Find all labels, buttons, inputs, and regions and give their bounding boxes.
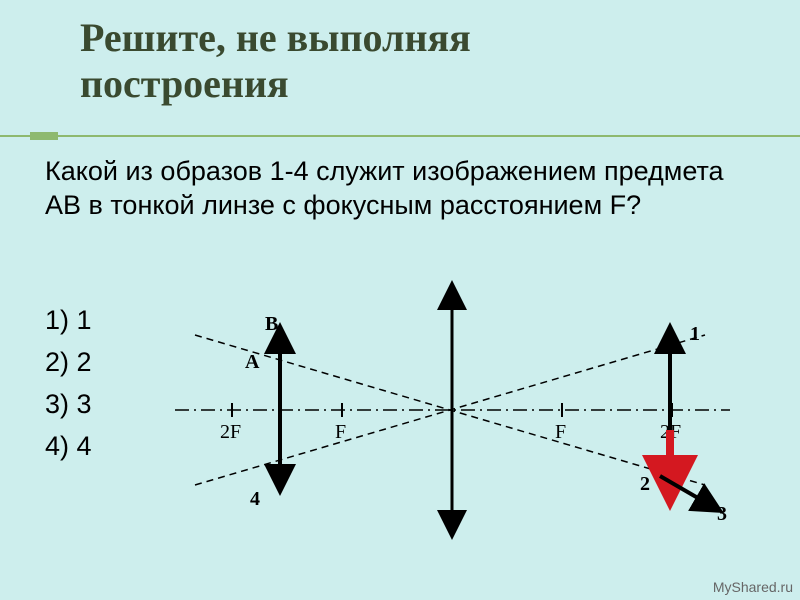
arrow-3 [660, 476, 710, 505]
label-2F-left: 2F [220, 421, 241, 443]
footer-suffix: .ru [777, 579, 793, 595]
label-A: A [245, 351, 260, 373]
label-F-left: F [335, 421, 346, 443]
option-4: 4) 4 [45, 426, 92, 468]
label-4: 4 [250, 488, 260, 510]
question-text: Какой из образов 1-4 служит изображением… [45, 155, 755, 223]
label-2: 2 [640, 473, 650, 495]
label-3: 3 [717, 503, 727, 525]
label-1: 1 [690, 323, 700, 345]
footer-brand: MyShared [713, 579, 777, 595]
option-2: 2) 2 [45, 342, 92, 384]
option-1: 1) 1 [45, 300, 92, 342]
underline-marker [30, 132, 58, 140]
footer-watermark: MyShared.ru [713, 579, 793, 595]
slide-title: Решите, не выполняя построения [80, 15, 471, 107]
label-B: B [265, 313, 278, 335]
label-F-right: F [555, 421, 566, 443]
option-3: 3) 3 [45, 384, 92, 426]
title-line1: Решите, не выполняя [80, 15, 471, 60]
title-underline [0, 135, 800, 137]
lens-diagram: 2F F F 2F B A 4 1 2 3 [165, 280, 740, 540]
answer-options: 1) 1 2) 2 3) 3 4) 4 [45, 300, 92, 467]
title-line2: построения [80, 61, 289, 106]
